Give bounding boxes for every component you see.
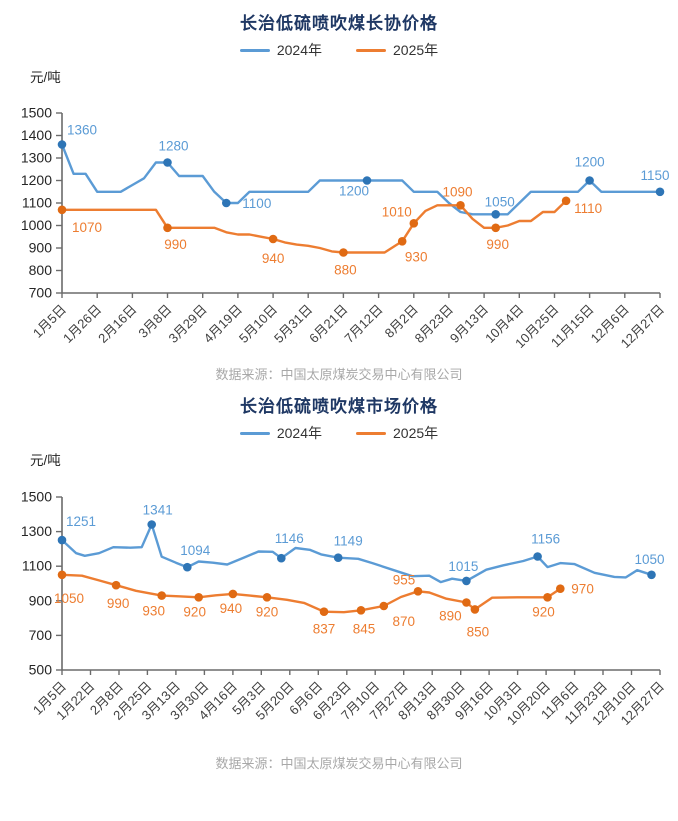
svg-text:1146: 1146 — [275, 531, 304, 546]
legend-line-icon — [239, 48, 270, 52]
svg-text:1050: 1050 — [54, 591, 84, 606]
legend-label-2024: 2024年 — [276, 42, 322, 58]
svg-text:955: 955 — [393, 572, 416, 587]
data-source-note: 数据来源：中国太原煤炭交易中心有限公司 — [215, 367, 463, 382]
svg-text:870: 870 — [393, 614, 416, 629]
svg-text:1149: 1149 — [334, 534, 363, 549]
svg-text:1月26日: 1月26日 — [60, 302, 104, 346]
svg-text:700: 700 — [29, 627, 53, 643]
svg-text:800: 800 — [29, 262, 53, 278]
contract-price-chart: 长治低硫喷吹煤长协价格 2024年 2025年 元/吨 1500 1400 1300… — [0, 0, 678, 383]
svg-text:8月23日: 8月23日 — [412, 302, 456, 346]
svg-text:1050: 1050 — [485, 194, 515, 209]
svg-text:3月29日: 3月29日 — [165, 302, 209, 346]
legend-item-2024: 2024年 — [239, 40, 322, 60]
y-axis-unit-label: 元/吨 — [30, 453, 61, 468]
svg-text:2月16日: 2月16日 — [95, 302, 139, 346]
svg-text:1070: 1070 — [72, 220, 102, 235]
legend-line-icon — [356, 48, 386, 52]
svg-text:1010: 1010 — [382, 204, 412, 219]
legend-item-2025: 2025年 — [356, 423, 438, 443]
legend-item-2024: 2024年 — [239, 423, 322, 443]
svg-text:970: 970 — [571, 582, 594, 597]
svg-text:1100: 1100 — [22, 558, 52, 574]
svg-text:9月13日: 9月13日 — [447, 302, 491, 346]
svg-text:1200: 1200 — [339, 184, 369, 199]
svg-text:1200: 1200 — [575, 155, 605, 170]
svg-text:1150: 1150 — [640, 168, 669, 183]
svg-text:1094: 1094 — [180, 543, 211, 558]
svg-text:1090: 1090 — [442, 184, 472, 199]
legend-line-icon — [239, 431, 270, 435]
svg-text:1300: 1300 — [21, 523, 52, 539]
svg-text:930: 930 — [142, 604, 165, 619]
data-source-note: 数据来源：中国太原煤炭交易中心有限公司 — [215, 756, 463, 771]
svg-text:500: 500 — [29, 662, 53, 678]
svg-text:1050: 1050 — [634, 552, 664, 567]
svg-text:890: 890 — [439, 609, 462, 624]
svg-text:1200: 1200 — [21, 172, 52, 188]
svg-text:5月31日: 5月31日 — [271, 302, 315, 346]
svg-text:1500: 1500 — [21, 489, 52, 505]
svg-text:1341: 1341 — [143, 503, 173, 518]
svg-text:1500: 1500 — [21, 105, 52, 121]
svg-text:1156: 1156 — [531, 532, 560, 547]
svg-text:940: 940 — [220, 601, 243, 616]
svg-text:990: 990 — [486, 237, 509, 252]
legend-line-icon — [356, 431, 386, 435]
y-axis-unit-label: 元/吨 — [30, 70, 61, 85]
svg-text:1280: 1280 — [158, 139, 188, 154]
svg-text:880: 880 — [334, 263, 357, 278]
svg-text:1015: 1015 — [448, 559, 478, 574]
contract-chart-title: 长治低硫喷吹煤长协价格 — [240, 14, 438, 33]
svg-text:850: 850 — [467, 624, 490, 639]
svg-text:1300: 1300 — [21, 150, 52, 166]
svg-text:940: 940 — [262, 251, 285, 266]
legend-label-2025: 2025年 — [393, 425, 439, 441]
svg-text:1100: 1100 — [22, 195, 52, 211]
svg-text:900: 900 — [29, 240, 53, 256]
market-price-chart: 长治低硫喷吹煤市场价格 2024年 2025年 元/吨 1500 1300 1100… — [0, 383, 678, 772]
legend-label-2024: 2024年 — [276, 425, 322, 441]
svg-text:920: 920 — [183, 604, 206, 619]
svg-text:990: 990 — [107, 596, 130, 611]
legend-label-2025: 2025年 — [393, 42, 439, 58]
svg-text:920: 920 — [256, 604, 279, 619]
svg-text:700: 700 — [29, 285, 53, 301]
svg-text:920: 920 — [532, 604, 555, 619]
market-chart-legend: 2024年 2025年 — [0, 424, 678, 442]
legend-item-2025: 2025年 — [356, 40, 438, 60]
svg-text:845: 845 — [353, 621, 376, 636]
svg-text:837: 837 — [313, 622, 336, 637]
svg-text:1000: 1000 — [21, 217, 52, 233]
market-price-plot: 1500130011009007005001月5日1月22日2月8日2月25日3… — [21, 489, 667, 728]
contract-chart-legend: 2024年 2025年 — [0, 41, 678, 59]
svg-text:4月19日: 4月19日 — [201, 302, 245, 346]
svg-text:1251: 1251 — [66, 514, 96, 529]
svg-text:1400: 1400 — [21, 127, 52, 143]
market-chart-title: 长治低硫喷吹煤市场价格 — [240, 397, 438, 416]
svg-text:930: 930 — [405, 249, 428, 264]
svg-text:1110: 1110 — [574, 201, 602, 216]
contract-price-plot: 1500140013001200110010009008007001月5日1月2… — [21, 105, 670, 351]
svg-text:990: 990 — [164, 237, 187, 252]
svg-text:1360: 1360 — [67, 123, 97, 138]
svg-text:900: 900 — [29, 592, 53, 608]
svg-text:6月21日: 6月21日 — [306, 302, 350, 346]
svg-text:1100: 1100 — [242, 196, 271, 211]
svg-text:7月12日: 7月12日 — [341, 302, 385, 346]
